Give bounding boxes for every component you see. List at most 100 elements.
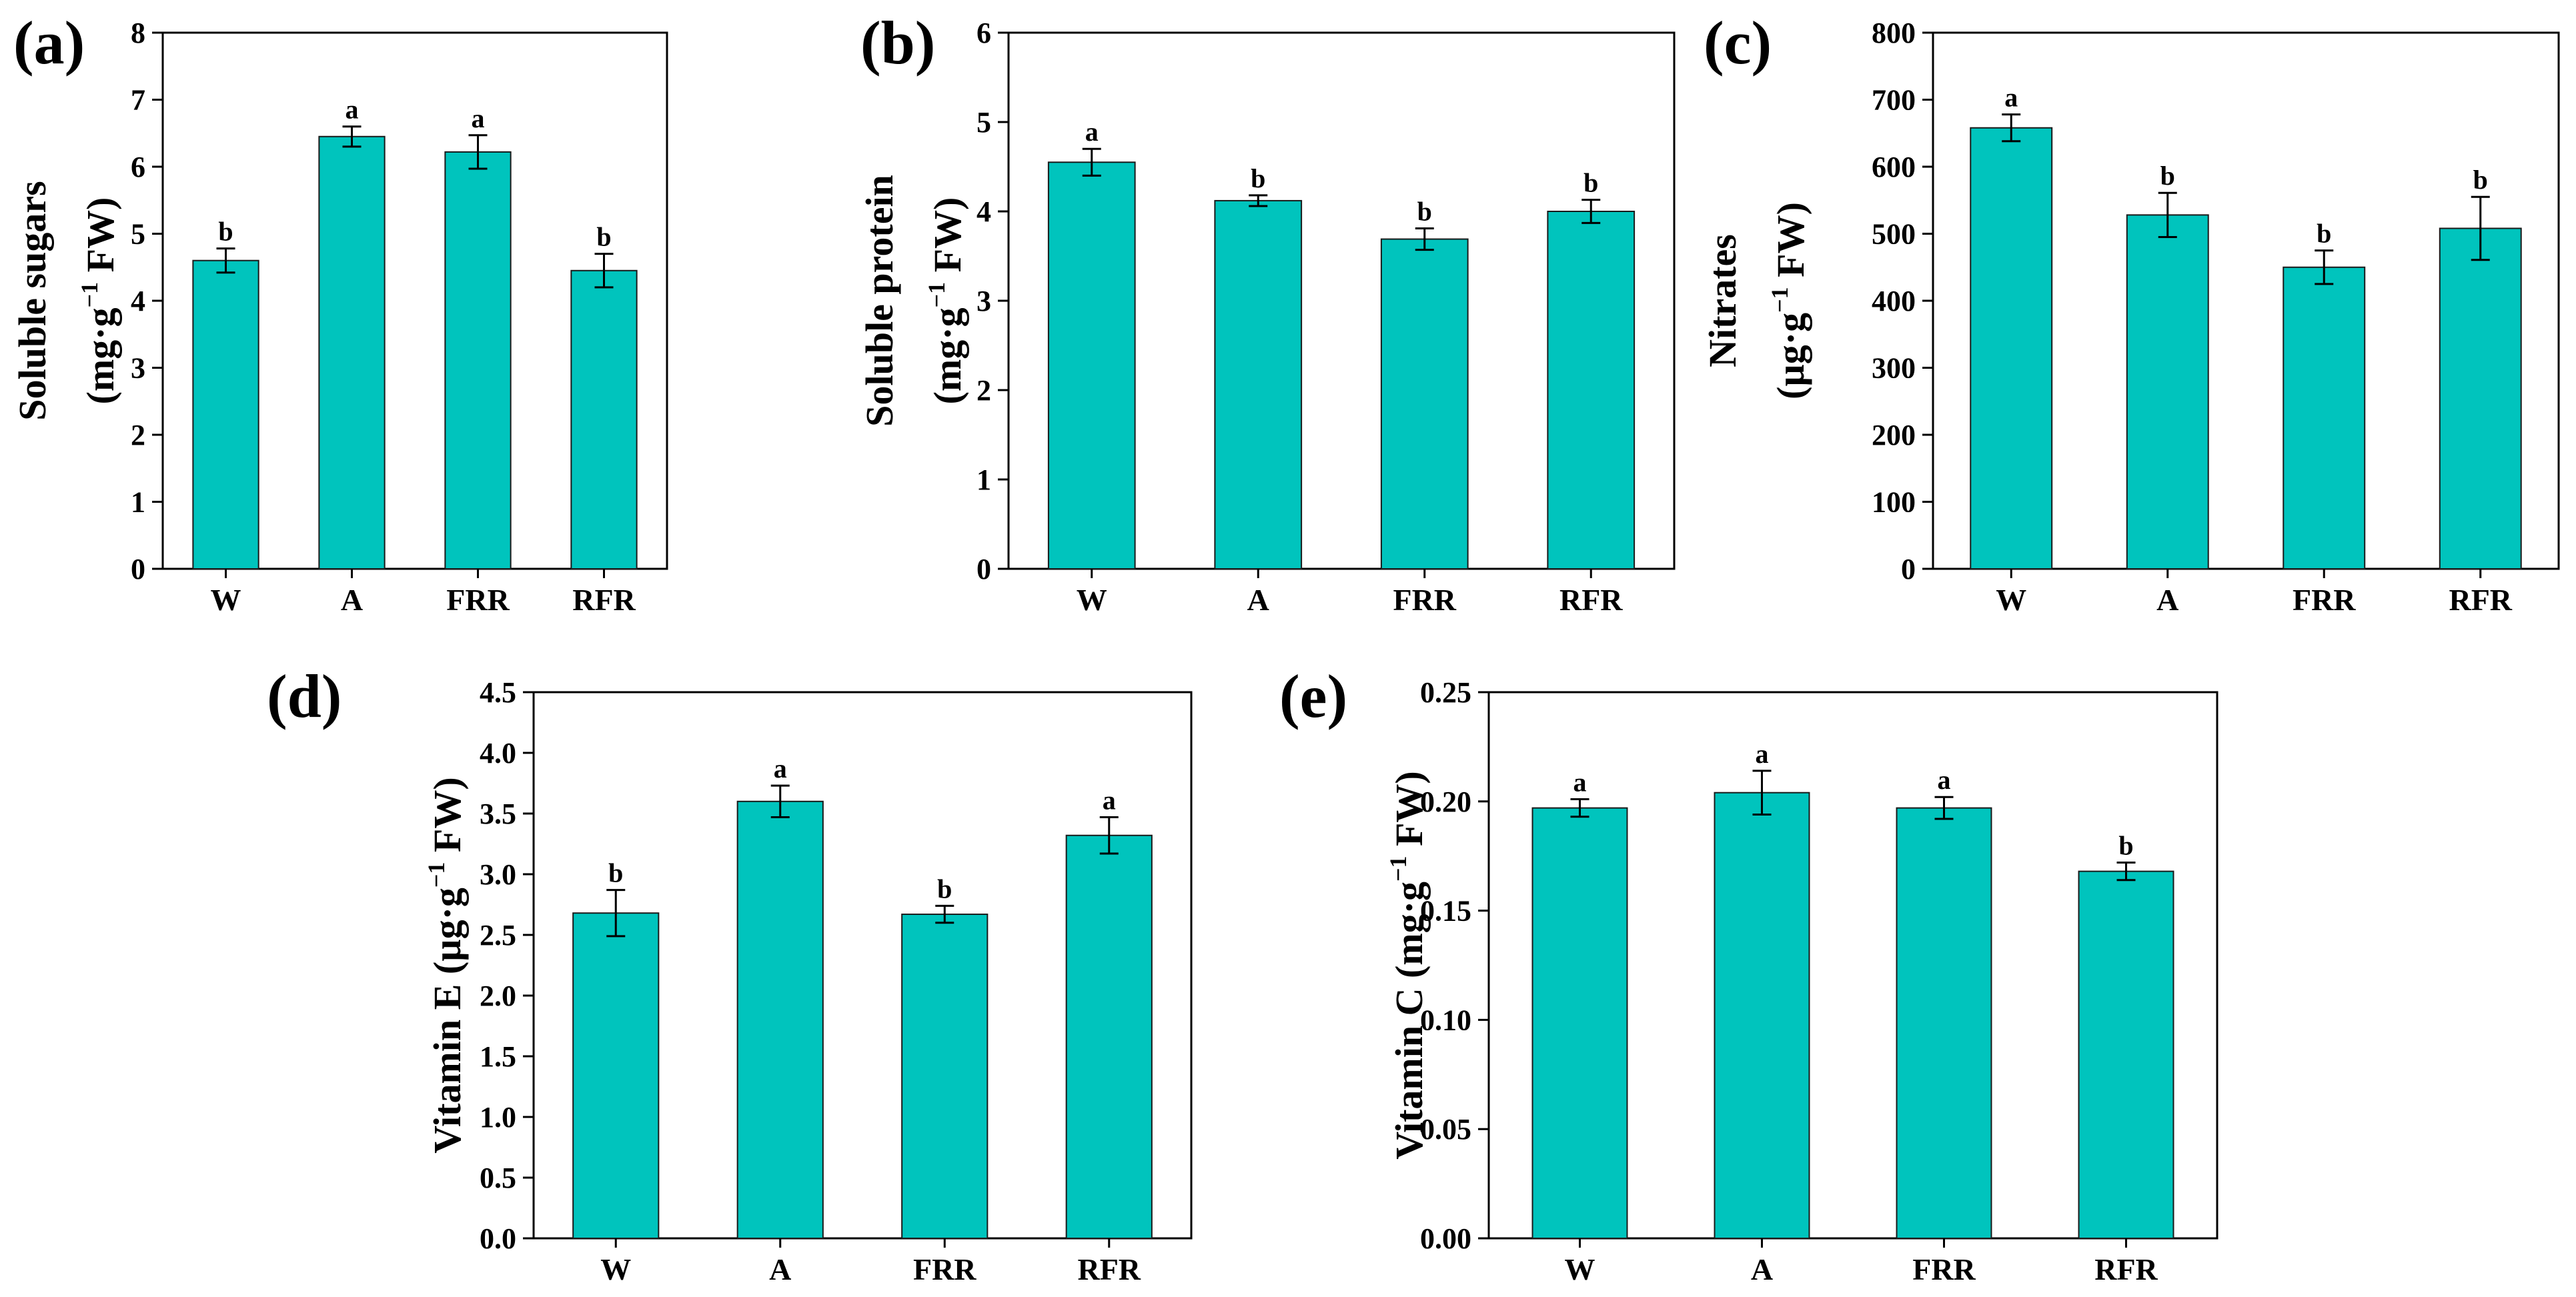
significance-label: b	[2160, 161, 2175, 191]
unit-text-end: FW)	[926, 197, 969, 282]
unit-text: Vitamin E (µg·g	[426, 888, 469, 1154]
significance-label: b	[2317, 219, 2331, 249]
category-label: FRR	[1393, 583, 1456, 617]
y-axis-unit: Vitamin E (µg·g−1 FW)	[423, 777, 469, 1153]
category-label: RFR	[1559, 583, 1623, 617]
significance-label: b	[2473, 165, 2488, 195]
y-tick-label: 2.5	[480, 919, 516, 952]
y-tick-label: 0.0	[480, 1222, 516, 1255]
bar-a	[1214, 199, 1303, 570]
bar-a	[1714, 792, 1810, 1240]
significance-label: a	[774, 754, 787, 784]
panel-label: (d)	[267, 662, 342, 730]
y-axis-title: Soluble protein	[858, 175, 901, 427]
bar-rfr	[1547, 211, 1636, 569]
category-label: W	[211, 583, 241, 617]
y-tick-label: 1	[977, 463, 991, 496]
unit-exponent: −1	[423, 862, 450, 888]
y-tick-label: 800	[1872, 17, 1916, 49]
panel-label: (e)	[1279, 662, 1347, 730]
category-label: FRR	[1912, 1252, 1976, 1286]
bar-rfr	[570, 269, 638, 569]
y-tick-label: 0	[1901, 553, 1916, 585]
bar-a	[2126, 214, 2209, 569]
y-tick-label: 8	[131, 17, 145, 49]
significance-label: b	[2118, 831, 2133, 861]
chart-panel-3: (c) 0 100 200 300 400 500 600 700 800 a Wb Ab FRR b RFR…	[1701, 9, 2560, 617]
significance-label: a	[1573, 768, 1587, 798]
bar-w	[192, 259, 259, 569]
y-tick-label: 100	[1872, 486, 1916, 519]
y-tick-label: 0.10	[1420, 1004, 1471, 1036]
y-tick-label: 0.00	[1420, 1222, 1471, 1255]
y-tick-label: 4.5	[480, 676, 516, 709]
y-axis-unit: Vitamin C (mg·g−1 FW)	[1385, 771, 1431, 1159]
significance-label: a	[346, 95, 359, 125]
y-axis-unit: (mg·g−1 FW)	[76, 197, 122, 405]
y-axis-unit: (mg·g−1 FW)	[923, 197, 969, 405]
unit-text-end: FW)	[1387, 771, 1431, 856]
y-tick-label: 200	[1872, 419, 1916, 451]
unit-text-end: FW)	[1769, 202, 1812, 287]
y-tick-label: 0.25	[1420, 676, 1471, 709]
chart-panel-2: (b) 0 1 2 3 4 5 6 a Wb Ab FRR b RFR Soluble protein (mg…	[858, 9, 1676, 617]
category-label: A	[1247, 583, 1269, 617]
unit-text-end: FW)	[79, 197, 122, 282]
chart-panel-5: (e) 0.00 0.05 0.10 0.15 0.20 0.25 a Wa Aa FRR b RFR V…	[1279, 662, 2218, 1286]
category-label: A	[1751, 1252, 1773, 1286]
y-tick-label: 1.0	[480, 1101, 516, 1134]
y-axis-title: Soluble sugars	[11, 181, 54, 420]
category-label: W	[1996, 583, 2026, 617]
y-tick-label: 3	[131, 352, 145, 385]
unit-text: (mg·g	[926, 307, 969, 404]
y-tick-label: 500	[1872, 218, 1916, 251]
category-label: W	[600, 1252, 631, 1286]
y-tick-label: 1	[131, 486, 145, 519]
y-tick-label: 300	[1872, 352, 1916, 385]
bar-rfr	[1065, 834, 1153, 1239]
bar-w	[1047, 161, 1136, 570]
bar-frr	[901, 914, 989, 1240]
bar-frr	[1380, 238, 1469, 569]
significance-label: b	[937, 874, 952, 904]
bar-w	[1970, 127, 2053, 569]
significance-label: b	[218, 217, 233, 247]
category-label: FRR	[913, 1252, 977, 1286]
y-tick-label: 2.0	[480, 980, 516, 1012]
y-axis-title: Nitrates	[1701, 234, 1744, 367]
significance-label: b	[1583, 168, 1598, 198]
y-tick-label: 0.5	[480, 1162, 516, 1194]
y-tick-label: 600	[1872, 151, 1916, 183]
y-tick-label: 400	[1872, 285, 1916, 317]
significance-label: b	[596, 222, 611, 252]
y-tick-label: 2	[977, 374, 991, 407]
plot-frame	[1487, 691, 2218, 1240]
category-label: A	[2156, 583, 2178, 617]
y-tick-label: 0	[131, 553, 145, 585]
category-label: W	[1077, 583, 1107, 617]
bar-w	[572, 912, 660, 1239]
y-tick-label: 0.15	[1420, 895, 1471, 928]
bar-frr	[2283, 266, 2366, 569]
y-tick-label: 4.0	[480, 737, 516, 770]
category-label: RFR	[1077, 1252, 1141, 1286]
chart-panel-4: (d) 0.0 0.5 1.0 1.5 2.0 2.5 3.0 3.5 4.0 4.5 b Wa Ab FR…	[267, 662, 1193, 1286]
bar-a	[318, 135, 386, 569]
significance-label: a	[1938, 765, 1951, 795]
unit-text: (µg·g	[1769, 313, 1812, 399]
unit-exponent: −1	[923, 282, 950, 308]
panel-label: (c)	[1704, 9, 1772, 77]
y-tick-label: 2	[131, 419, 145, 451]
y-tick-label: 5	[977, 106, 991, 139]
y-tick-label: 3.5	[480, 798, 516, 830]
category-label: FRR	[2293, 583, 2356, 617]
y-tick-label: 1.5	[480, 1040, 516, 1073]
unit-text: Vitamin C (mg·g	[1387, 882, 1431, 1160]
unit-text: (mg·g	[79, 307, 122, 404]
y-tick-label: 6	[977, 17, 991, 49]
category-label: A	[341, 583, 363, 617]
significance-label: b	[608, 858, 623, 888]
y-tick-label: 3.0	[480, 858, 516, 891]
bar-rfr	[2439, 227, 2522, 569]
